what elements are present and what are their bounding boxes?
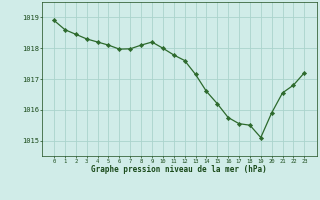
X-axis label: Graphe pression niveau de la mer (hPa): Graphe pression niveau de la mer (hPa)	[91, 165, 267, 174]
